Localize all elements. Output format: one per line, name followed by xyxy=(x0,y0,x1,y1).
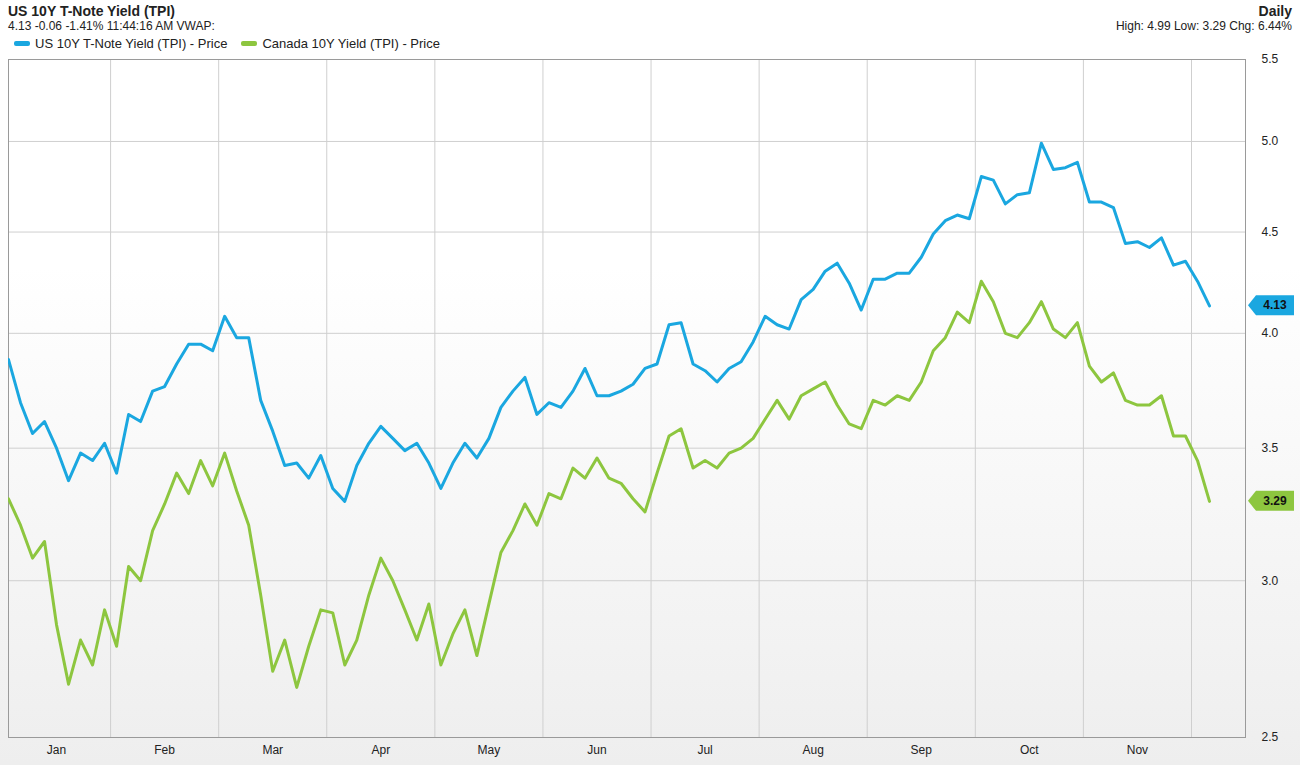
svg-text:5.5: 5.5 xyxy=(1262,53,1279,66)
svg-text:Jan: Jan xyxy=(47,743,66,757)
svg-text:2.5: 2.5 xyxy=(1262,730,1279,744)
svg-text:Mar: Mar xyxy=(262,743,283,757)
svg-text:Nov: Nov xyxy=(1127,743,1148,757)
svg-text:4.0: 4.0 xyxy=(1262,326,1279,340)
html-text:4.13 -0.06 -1.41% 11:44:16 AM: 4.13 -0.06 -1.41% 11:44:16 AM VWAP: xyxy=(8,19,215,33)
svg-text:4.5: 4.5 xyxy=(1262,225,1279,239)
html-text:Daily: Daily xyxy=(1258,3,1292,19)
svg-text:4.13: 4.13 xyxy=(1263,298,1287,312)
svg-text:Jul: Jul xyxy=(697,743,712,757)
html-text:High: 4.99 Low: 3.29 Chg: 6.44: High: 4.99 Low: 3.29 Chg: 6.44% xyxy=(1115,19,1292,33)
svg-text:3.29: 3.29 xyxy=(1263,494,1287,508)
svg-text:Apr: Apr xyxy=(371,743,390,757)
svg-text:Feb: Feb xyxy=(154,743,175,757)
html-text:Canada 10Y Yield (TPI) - Price: Canada 10Y Yield (TPI) - Price xyxy=(262,36,440,51)
svg-text:3.0: 3.0 xyxy=(1262,574,1279,588)
svg-text:3.5: 3.5 xyxy=(1262,441,1279,455)
svg-text:May: May xyxy=(478,743,501,757)
svg-text:Aug: Aug xyxy=(802,743,823,757)
svg-text:Sep: Sep xyxy=(911,743,933,757)
svg-text:Jun: Jun xyxy=(587,743,606,757)
svg-text:Oct: Oct xyxy=(1020,743,1039,757)
html-text:US 10Y T-Note Yield (TPI): US 10Y T-Note Yield (TPI) xyxy=(8,3,175,19)
html-text:US 10Y T-Note Yield (TPI) - Pr: US 10Y T-Note Yield (TPI) - Price xyxy=(35,36,228,51)
svg-text:5.0: 5.0 xyxy=(1262,134,1279,148)
